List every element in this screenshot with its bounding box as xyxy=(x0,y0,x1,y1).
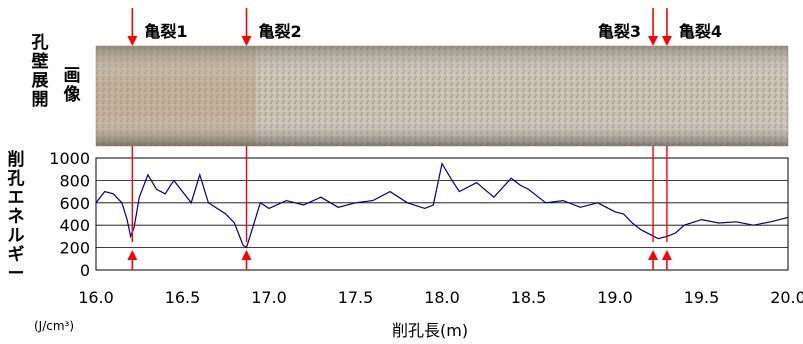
x-tick-label: 16.5 xyxy=(165,288,201,307)
x-tick-label: 18.0 xyxy=(424,288,460,307)
plot-layer: 0 200 400 600 800 1000 16.0 16.5 17.0 17.5 18.0 18.… xyxy=(49,8,803,307)
x-tick-label: 19.0 xyxy=(597,288,633,307)
y-tick-label: 800 xyxy=(59,171,90,190)
x-tick-label: 17.5 xyxy=(338,288,374,307)
crack-up-arrow-head xyxy=(127,250,138,260)
y-tick-label: 0 xyxy=(80,261,90,280)
crack-label-4: 亀裂4 xyxy=(678,22,723,41)
crack-up-arrow-head xyxy=(648,250,659,260)
x-tick-label: 18.5 xyxy=(511,288,547,307)
x-axis-label: 削孔長(m) xyxy=(392,321,469,340)
plot-frame xyxy=(95,157,789,271)
borehole-image xyxy=(95,45,789,147)
x-tick-label: 17.0 xyxy=(251,288,287,307)
crack-label-1: 亀裂1 xyxy=(144,22,188,41)
y-tick-label: 1000 xyxy=(49,149,90,168)
crack-label-2: 亀裂2 xyxy=(258,22,302,41)
crack-up-arrow-head xyxy=(661,250,672,260)
y-tick-label: 600 xyxy=(59,194,90,213)
image-label-2: 画 像 xyxy=(63,66,81,105)
crack-down-arrow-head xyxy=(648,36,659,46)
crack-up-arrow-head xyxy=(241,250,252,260)
y-tick-label: 200 xyxy=(59,239,90,258)
crack-down-arrow-head xyxy=(661,36,672,46)
crack-down-arrow-head xyxy=(241,36,252,46)
y-axis-label: 削 孔 エ ネ ル ギ ー xyxy=(7,150,25,284)
image-label: 孔 壁 展 開 xyxy=(31,33,49,110)
y-axis-unit: (J/cm³) xyxy=(34,319,75,333)
x-tick-label: 20.0 xyxy=(770,288,803,307)
crack-label-3: 亀裂3 xyxy=(597,22,642,41)
x-tick-label: 16.0 xyxy=(78,288,114,307)
crack-down-arrow-head xyxy=(127,36,138,46)
x-tick-label: 19.5 xyxy=(684,288,720,307)
energy-series-line xyxy=(95,161,789,249)
y-tick-label: 400 xyxy=(59,216,90,235)
